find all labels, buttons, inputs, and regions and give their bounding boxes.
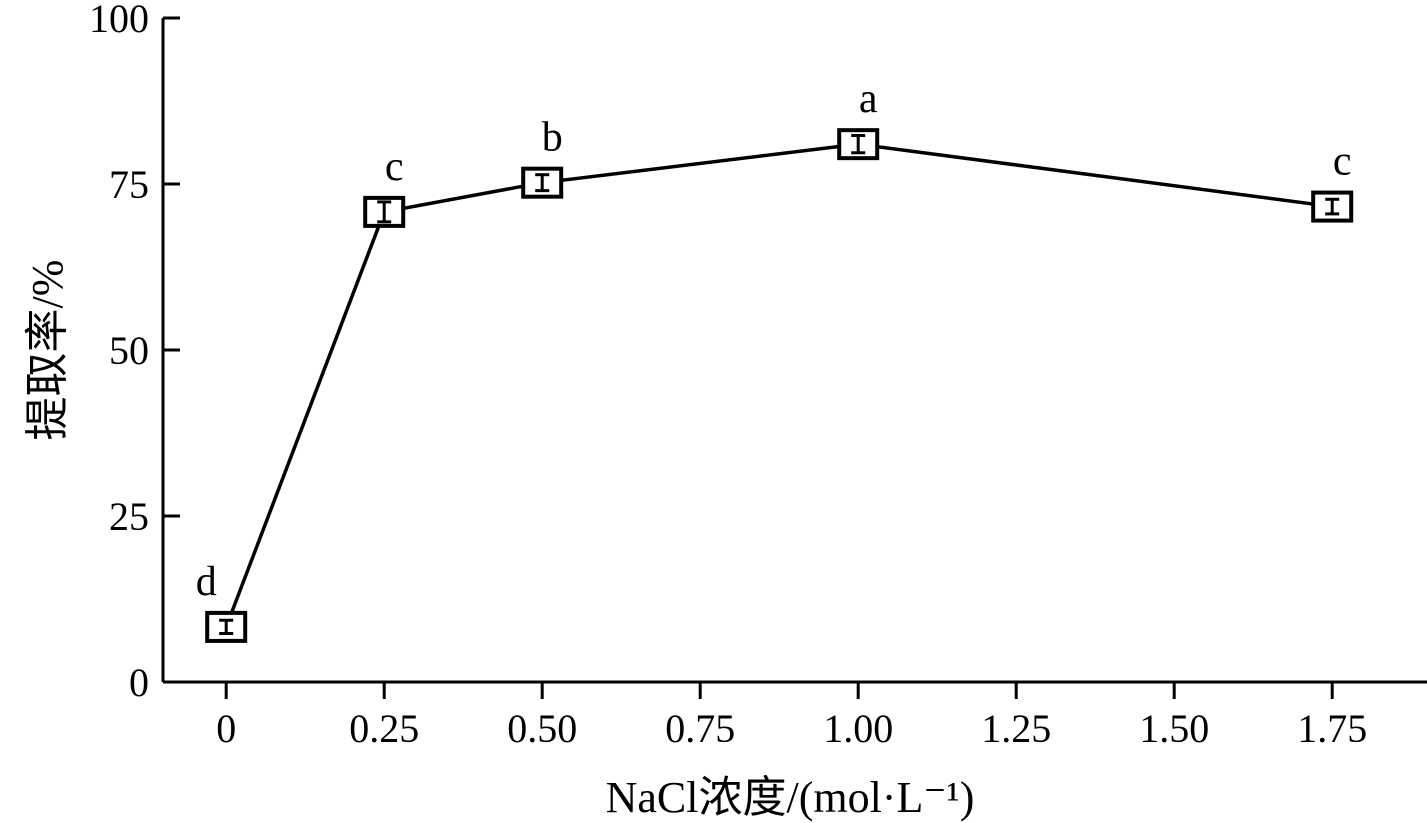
- x-tick-label: 0.50: [507, 706, 577, 751]
- ticks: 0 25 50 75 100 0 0.25 0.50 0.75 1.00 1.25 1.50 1.75: [89, 0, 1367, 751]
- y-tick-label: 50: [109, 328, 149, 373]
- significance-label: c: [1333, 139, 1352, 185]
- x-tick-label: 0.75: [665, 706, 735, 751]
- y-axis-title: 提取率/%: [23, 260, 72, 441]
- data-point: [521, 166, 564, 199]
- data-point: [1311, 190, 1354, 223]
- series: [205, 128, 1354, 643]
- x-tick-label: 0.25: [349, 706, 419, 751]
- x-tick-label: 1.25: [981, 706, 1051, 751]
- y-tick-label: 0: [129, 660, 149, 705]
- data-point: [205, 610, 248, 643]
- axes: [161, 18, 1427, 684]
- x-tick-label: 1.00: [823, 706, 893, 751]
- significance-label: c: [385, 144, 404, 190]
- significance-label: b: [542, 115, 563, 161]
- x-tick-label: 1.50: [1139, 706, 1209, 751]
- x-tick-label: 1.75: [1297, 706, 1367, 751]
- labels: d c b a c: [196, 76, 1352, 605]
- data-point: [837, 128, 880, 161]
- y-tick-label: 100: [89, 0, 149, 41]
- significance-label: d: [196, 559, 217, 605]
- data-point: [363, 195, 406, 228]
- x-axis-title: NaCl浓度/(mol·L⁻¹): [606, 773, 975, 822]
- y-tick-label: 25: [109, 494, 149, 539]
- x-tick-label: 0: [216, 706, 236, 751]
- y-tick-label: 75: [109, 162, 149, 207]
- significance-label: a: [859, 76, 878, 122]
